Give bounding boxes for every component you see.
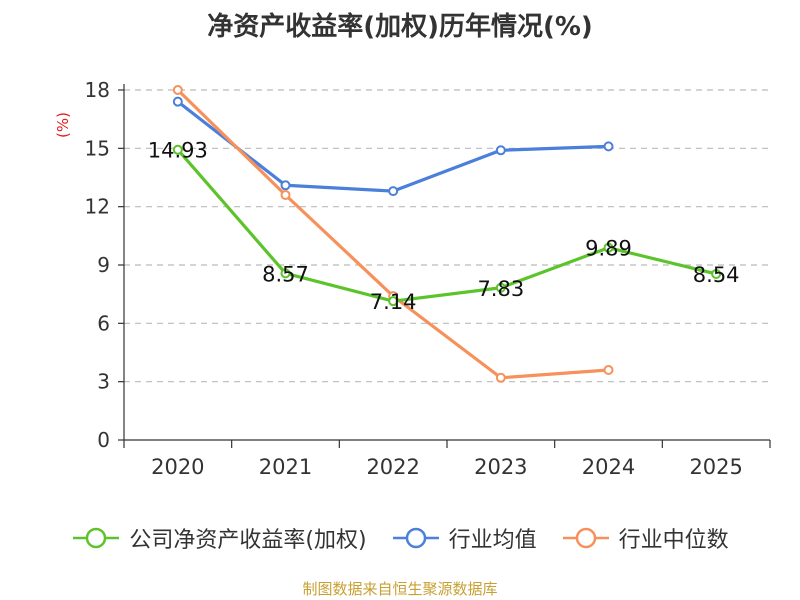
series-0 — [172, 144, 722, 307]
series-2 — [172, 85, 614, 383]
data-point — [280, 180, 291, 191]
x-tick-label: 2025 — [689, 455, 742, 479]
data-label: 7.83 — [477, 277, 524, 301]
y-tick-label: 15 — [85, 136, 110, 160]
legend-label: 行业中位数 — [618, 528, 729, 553]
data-point — [495, 282, 506, 293]
series-1 — [172, 96, 614, 197]
data-point — [172, 85, 183, 95]
data-point — [495, 372, 506, 383]
legend-marker-circle — [405, 527, 426, 549]
legend-label: 公司净资产收益率(加权) — [129, 528, 367, 553]
data-label: 14.93 — [148, 139, 208, 163]
legend-marker-icon — [392, 527, 439, 549]
data-point — [172, 96, 183, 107]
y-tick-label: 12 — [85, 195, 110, 219]
legend-marker-icon — [73, 527, 120, 549]
data-point — [603, 242, 614, 253]
legend-marker-circle — [86, 527, 107, 549]
x-tick-label: 2021 — [259, 455, 312, 479]
x-tick-label: 2024 — [582, 455, 635, 479]
y-tick-label: 3 — [97, 370, 110, 394]
data-point — [603, 365, 614, 375]
data-label: 8.57 — [262, 262, 309, 286]
y-tick-label: 6 — [97, 311, 110, 335]
data-point — [495, 145, 506, 156]
series-line — [176, 88, 609, 380]
data-labels: 14.93 8.57 7.14 7.83 9.89 8.54 — [148, 139, 740, 314]
legend-item[interactable]: 行业中位数 — [561, 522, 729, 554]
data-point — [280, 190, 291, 200]
series-layer — [172, 85, 722, 383]
y-tick-label: 18 — [85, 78, 110, 102]
series-line — [176, 148, 717, 303]
axes: 0 3 6 9 12 15 18 2020 2021 2022 2023 2024 2025 (%) — [54, 78, 771, 479]
source-note: 制图数据来自恒生聚源数据库 — [302, 580, 498, 598]
data-point — [603, 141, 614, 152]
legend-marker-circle — [575, 527, 596, 549]
data-point — [172, 144, 183, 155]
grid-lines — [124, 89, 770, 383]
y-tick-label: 0 — [97, 428, 110, 452]
legend-item[interactable]: 行业均值 — [391, 522, 537, 554]
legend-marker-icon — [562, 527, 609, 549]
chart-title: 净资产收益率(加权)历年情况(%) — [207, 12, 593, 42]
data-point — [388, 186, 399, 197]
x-tick-label: 2023 — [474, 455, 527, 479]
data-point — [711, 268, 722, 279]
legend: 公司净资产收益率(加权) 行业均值 行业中位数 — [0, 518, 800, 558]
data-label: 8.54 — [693, 263, 740, 287]
y-tick-label: 9 — [97, 253, 110, 277]
x-tick-label: 2020 — [151, 455, 204, 479]
legend-item[interactable]: 公司净资产收益率(加权) — [71, 522, 367, 554]
data-label: 9.89 — [585, 237, 632, 261]
data-label: 7.14 — [370, 290, 417, 314]
data-point — [280, 268, 291, 279]
y-axis-label: (%) — [54, 112, 72, 138]
series-line — [176, 100, 609, 193]
x-tick-label: 2022 — [366, 455, 419, 479]
legend-label: 行业均值 — [448, 528, 537, 553]
data-point — [388, 296, 399, 307]
